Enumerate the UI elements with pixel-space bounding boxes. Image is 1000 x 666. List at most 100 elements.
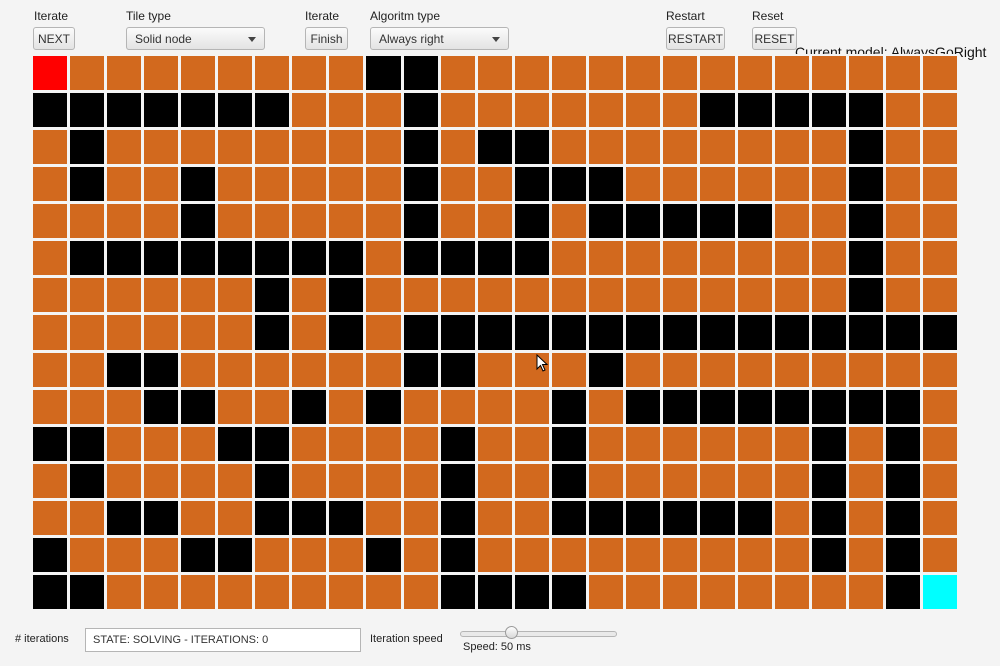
open-tile[interactable] (552, 241, 587, 276)
open-tile[interactable] (255, 55, 290, 90)
open-tile[interactable] (32, 241, 67, 276)
open-tile[interactable] (143, 426, 178, 461)
open-tile[interactable] (143, 315, 178, 350)
open-tile[interactable] (69, 389, 104, 424)
open-tile[interactable] (440, 92, 475, 127)
open-tile[interactable] (886, 278, 921, 313)
open-tile[interactable] (514, 501, 550, 536)
open-tile[interactable] (403, 501, 438, 536)
open-tile[interactable] (403, 575, 438, 610)
open-tile[interactable] (366, 426, 401, 461)
solid-tile[interactable] (403, 166, 438, 201)
solid-tile[interactable] (477, 129, 512, 164)
finish-button[interactable]: Finish (305, 27, 348, 50)
solid-tile[interactable] (143, 241, 178, 276)
state-field[interactable] (85, 628, 361, 652)
solid-tile[interactable] (552, 575, 587, 610)
solid-tile[interactable] (552, 463, 587, 498)
open-tile[interactable] (32, 204, 67, 239)
solid-tile[interactable] (255, 463, 290, 498)
solid-tile[interactable] (255, 501, 290, 536)
open-tile[interactable] (848, 575, 884, 610)
open-tile[interactable] (366, 204, 401, 239)
solid-tile[interactable] (737, 92, 772, 127)
solid-tile[interactable] (848, 241, 884, 276)
solid-tile[interactable] (69, 575, 104, 610)
open-tile[interactable] (552, 538, 587, 573)
solid-tile[interactable] (143, 501, 178, 536)
solid-tile[interactable] (886, 315, 921, 350)
solid-tile[interactable] (886, 463, 921, 498)
open-tile[interactable] (143, 278, 178, 313)
open-tile[interactable] (366, 463, 401, 498)
open-tile[interactable] (106, 426, 141, 461)
solid-tile[interactable] (514, 575, 550, 610)
open-tile[interactable] (923, 204, 958, 239)
solid-tile[interactable] (69, 463, 104, 498)
solid-tile[interactable] (626, 501, 661, 536)
open-tile[interactable] (626, 278, 661, 313)
open-tile[interactable] (923, 389, 958, 424)
solid-tile[interactable] (292, 389, 327, 424)
open-tile[interactable] (514, 278, 550, 313)
solid-tile[interactable] (514, 241, 550, 276)
solid-tile[interactable] (440, 501, 475, 536)
open-tile[interactable] (329, 389, 364, 424)
open-tile[interactable] (774, 166, 809, 201)
open-tile[interactable] (663, 538, 698, 573)
solid-tile[interactable] (180, 389, 216, 424)
solid-tile[interactable] (143, 92, 178, 127)
open-tile[interactable] (663, 278, 698, 313)
solid-tile[interactable] (700, 501, 735, 536)
open-tile[interactable] (477, 166, 512, 201)
open-tile[interactable] (255, 352, 290, 387)
open-tile[interactable] (403, 426, 438, 461)
open-tile[interactable] (552, 55, 587, 90)
open-tile[interactable] (366, 166, 401, 201)
open-tile[interactable] (848, 501, 884, 536)
open-tile[interactable] (106, 315, 141, 350)
open-tile[interactable] (923, 426, 958, 461)
open-tile[interactable] (514, 92, 550, 127)
open-tile[interactable] (589, 241, 624, 276)
open-tile[interactable] (440, 389, 475, 424)
solid-tile[interactable] (180, 166, 216, 201)
open-tile[interactable] (811, 204, 846, 239)
open-tile[interactable] (292, 315, 327, 350)
open-tile[interactable] (329, 352, 364, 387)
solid-tile[interactable] (811, 92, 846, 127)
open-tile[interactable] (626, 55, 661, 90)
agent-tile[interactable] (32, 55, 67, 90)
solid-tile[interactable] (69, 241, 104, 276)
open-tile[interactable] (255, 166, 290, 201)
goal-tile[interactable] (923, 575, 958, 610)
solid-tile[interactable] (69, 426, 104, 461)
solid-tile[interactable] (589, 501, 624, 536)
solid-tile[interactable] (329, 241, 364, 276)
open-tile[interactable] (848, 463, 884, 498)
open-tile[interactable] (329, 92, 364, 127)
open-tile[interactable] (292, 55, 327, 90)
open-tile[interactable] (774, 241, 809, 276)
solid-tile[interactable] (218, 426, 253, 461)
solid-tile[interactable] (329, 501, 364, 536)
open-tile[interactable] (180, 463, 216, 498)
solid-tile[interactable] (811, 463, 846, 498)
open-tile[interactable] (737, 241, 772, 276)
open-tile[interactable] (737, 463, 772, 498)
open-tile[interactable] (255, 538, 290, 573)
open-tile[interactable] (589, 575, 624, 610)
solid-tile[interactable] (255, 426, 290, 461)
open-tile[interactable] (663, 129, 698, 164)
solid-tile[interactable] (589, 352, 624, 387)
solid-tile[interactable] (811, 389, 846, 424)
solid-tile[interactable] (255, 315, 290, 350)
open-tile[interactable] (292, 129, 327, 164)
open-tile[interactable] (774, 426, 809, 461)
open-tile[interactable] (255, 575, 290, 610)
solid-tile[interactable] (514, 315, 550, 350)
open-tile[interactable] (32, 501, 67, 536)
open-tile[interactable] (514, 426, 550, 461)
solid-tile[interactable] (848, 129, 884, 164)
open-tile[interactable] (69, 501, 104, 536)
